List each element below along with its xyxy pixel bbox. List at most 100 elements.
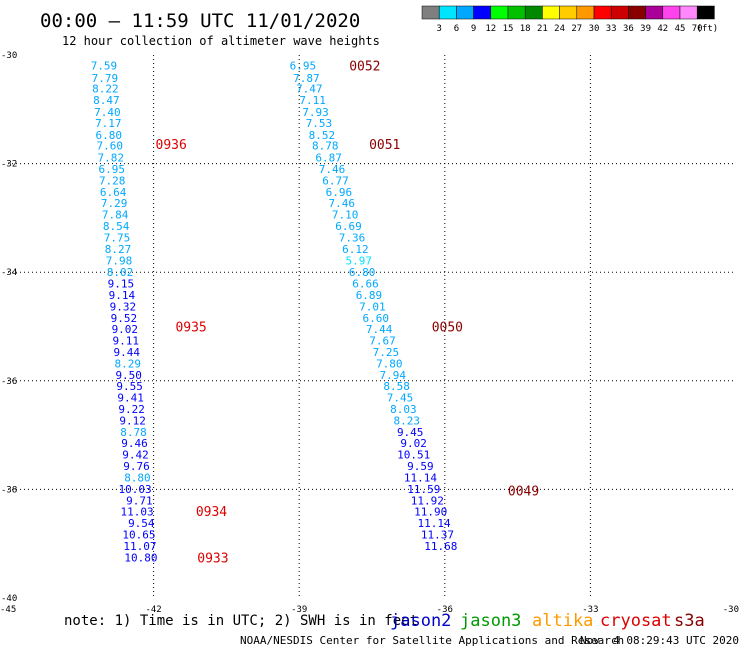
swh-label: 6.77: [322, 174, 349, 187]
swh-label: 9.02: [400, 437, 427, 450]
scale-label: 3: [436, 24, 441, 34]
swh-label: 9.42: [122, 449, 149, 462]
color-scale-legend: 3 6 9 12 15 18 21 24 27 30 33 36 39 42 45 70(ft): [421, 5, 719, 34]
scale-label: 6: [454, 24, 459, 34]
swh-label: 7.28: [99, 174, 126, 187]
plot-area: -30 -32 -34 -36 -38 -40-45 -42 -39 -36 -33 -30 7.59…: [0, 51, 739, 615]
track-s3a: 6.957.877.477.117.937.538.528.786.877.46…: [290, 59, 540, 553]
footer-timestamp: Nov 4 08:29:43 UTC 2020: [580, 634, 739, 647]
swh-label: 6.95: [290, 59, 317, 72]
swh-label: 9.14: [109, 289, 136, 302]
swh-label: 9.50: [115, 369, 142, 382]
swh-label: 8.22: [92, 83, 119, 96]
scale-swatch: [662, 5, 681, 20]
mission-jason2: jason2: [390, 611, 451, 631]
chart-title: 00:00 – 11:59 UTC 11/01/2020: [40, 10, 360, 32]
swh-label: 9.41: [117, 392, 144, 405]
swh-label: 7.11: [299, 94, 326, 107]
y-tick-label: -34: [1, 268, 17, 278]
scale-swatch: [645, 5, 664, 20]
swh-label: 8.58: [383, 380, 410, 393]
swh-label: 7.10: [332, 209, 359, 222]
footer-credit: NOAA/NESDIS Center for Satellite Applica…: [240, 634, 624, 647]
swh-label: 9.76: [123, 460, 150, 473]
swh-label: 10.80: [124, 551, 157, 564]
swh-label: 7.46: [329, 197, 356, 210]
swh-label: 9.52: [111, 312, 138, 325]
scale-swatch: [593, 5, 612, 20]
swh-label: 6.80: [349, 266, 376, 279]
swh-label: 8.80: [124, 471, 151, 484]
swh-label: 7.53: [306, 117, 333, 130]
mission-cryosat: cryosat: [600, 611, 672, 631]
swh-label: 11.14: [404, 471, 437, 484]
x-tick-label: -36: [437, 605, 453, 615]
scale-label: 21: [537, 24, 548, 34]
scale-label: 24: [554, 24, 565, 34]
mission-jason3: jason3: [460, 611, 521, 631]
swh-label: 11.37: [421, 528, 454, 541]
swh-label: 9.11: [113, 335, 140, 348]
swh-label: 11.07: [123, 540, 156, 553]
swh-label: 9.46: [121, 437, 148, 450]
mission-s3a: s3a: [674, 611, 705, 631]
swh-label: 9.54: [128, 517, 155, 530]
swh-label: 9.44: [114, 346, 141, 359]
chart-header: 00:00 – 11:59 UTC 11/01/2020 12 hour col…: [40, 10, 380, 48]
swh-label: 6.96: [326, 186, 353, 199]
swh-label: 6.64: [100, 186, 127, 199]
swh-label: 9.15: [108, 278, 135, 291]
swh-label: 7.93: [302, 106, 329, 119]
swh-label: 7.17: [95, 117, 122, 130]
scale-swatch: [679, 5, 698, 20]
scale-swatch: [473, 5, 492, 20]
swh-label: 5.97: [346, 254, 373, 267]
time-label: 0051: [369, 138, 400, 153]
swh-label: 11.90: [414, 506, 447, 519]
swh-label: 7.80: [376, 357, 403, 370]
swh-label: 9.55: [116, 380, 143, 393]
time-label: 0049: [508, 484, 539, 499]
swh-label: 9.45: [397, 426, 424, 439]
swh-label: 8.27: [105, 243, 132, 256]
swh-label: 7.75: [104, 231, 131, 244]
scale-swatch: [610, 5, 629, 20]
time-label: 0936: [156, 138, 187, 153]
chart-subtitle: 12 hour collection of altimeter wave hei…: [62, 34, 380, 48]
time-label: 0052: [349, 59, 380, 74]
swh-label: 10.03: [119, 483, 152, 496]
swh-label: 6.12: [342, 243, 369, 256]
x-tick-label: -30: [723, 605, 739, 615]
time-label: 0933: [197, 551, 228, 566]
swh-label: 11.92: [411, 494, 444, 507]
scale-swatch: [542, 5, 560, 20]
time-label: 0050: [432, 321, 463, 336]
scale-swatch: [456, 5, 474, 20]
swh-label: 9.32: [110, 300, 137, 313]
swh-label: 9.22: [118, 403, 145, 416]
time-label: 0935: [175, 321, 206, 336]
swh-label: 7.44: [366, 323, 393, 336]
scale-swatch: [524, 5, 543, 20]
swh-label: 7.45: [387, 392, 414, 405]
scale-swatch: [559, 5, 578, 20]
swh-label: 9.12: [119, 414, 146, 427]
swh-label: 8.54: [103, 220, 130, 233]
swh-label: 7.36: [339, 231, 366, 244]
swh-label: 10.51: [397, 449, 430, 462]
scale-label: 15: [503, 24, 514, 34]
scale-label: 36: [623, 24, 634, 34]
swh-label: 7.25: [373, 346, 400, 359]
scale-label: 33: [606, 24, 617, 34]
scale-swatch: [421, 5, 440, 20]
scale-unit: (ft): [697, 24, 719, 34]
swh-label: 7.59: [91, 59, 118, 72]
scale-label: 9: [471, 24, 476, 34]
footer-note: note: 1) Time is in UTC; 2) SWH is in fe…: [64, 613, 418, 629]
swh-label: 8.52: [309, 129, 336, 142]
swh-label: 7.79: [92, 72, 119, 85]
swh-label: 7.94: [379, 369, 406, 382]
scale-label: 45: [675, 24, 686, 34]
y-tick-label: -32: [1, 160, 17, 170]
scale-label: 70: [692, 24, 703, 34]
